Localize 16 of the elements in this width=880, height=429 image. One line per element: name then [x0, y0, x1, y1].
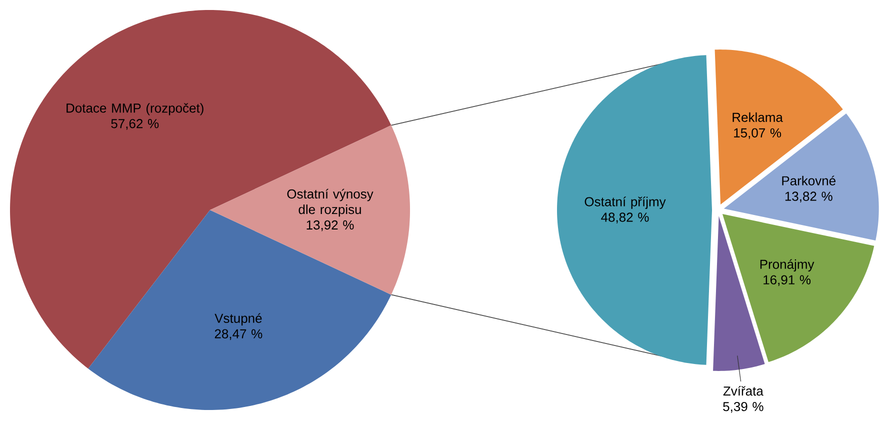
slice-label: Vstupné: [214, 313, 262, 326]
data-label: 48,82 %: [601, 212, 649, 224]
data-label: 13,82 %: [785, 192, 832, 202]
data-label: 28,47 %: [214, 329, 262, 340]
data-label: 15,07 %: [734, 128, 782, 139]
data-label: 13,92 %: [306, 220, 354, 232]
slice-label: Zvířata: [723, 386, 764, 396]
data-label: 16,91 %: [764, 275, 811, 286]
slice-label: Parkovné: [782, 176, 836, 186]
slice-label: Ostatní výnosy dle rozpisu: [287, 188, 374, 217]
slice-label: Reklama: [732, 112, 783, 122]
slice-label: Pronájmy: [760, 259, 814, 272]
data-label: 57,62 %: [111, 118, 159, 130]
slice-label: Ostatní příjmy: [584, 196, 666, 209]
data-label: 5,39 %: [723, 402, 764, 413]
slice-label: Dotace MMP (rozpočet): [66, 103, 204, 116]
